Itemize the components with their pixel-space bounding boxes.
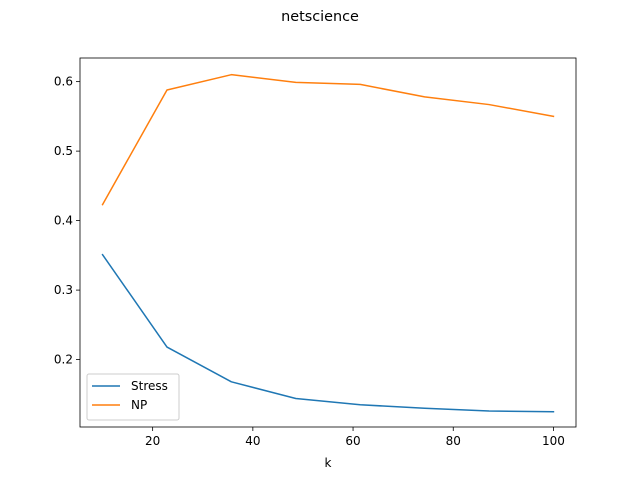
y-tick-label: 0.4 xyxy=(54,214,73,228)
x-axis-ticks: 20 40 60 80 100 xyxy=(145,427,565,448)
series-line-np xyxy=(101,73,555,206)
y-tick-label: 0.3 xyxy=(54,283,73,297)
x-tick-label: 40 xyxy=(245,434,260,448)
y-axis-ticks: 0.2 0.3 0.4 0.5 0.6 xyxy=(54,75,80,367)
plot-area: 20 40 60 80 100 0.2 0.3 0.4 0.5 0.6 xyxy=(54,57,577,448)
series-lines xyxy=(101,73,555,413)
x-tick-label: 80 xyxy=(446,434,461,448)
x-axis-label: k xyxy=(325,456,332,470)
legend: Stress NP xyxy=(86,373,180,421)
chart-title: netscience xyxy=(281,9,359,25)
y-tick-label: 0.2 xyxy=(54,353,73,367)
x-tick-label: 100 xyxy=(542,434,565,448)
y-tick-label: 0.6 xyxy=(54,75,73,89)
axes-frame xyxy=(79,57,577,428)
legend-label-stress: Stress xyxy=(131,379,168,393)
series-line-stress xyxy=(101,253,555,413)
x-tick-label: 60 xyxy=(345,434,360,448)
y-tick-label: 0.5 xyxy=(54,144,73,158)
legend-label-np: NP xyxy=(131,398,147,412)
x-tick-label: 20 xyxy=(145,434,160,448)
